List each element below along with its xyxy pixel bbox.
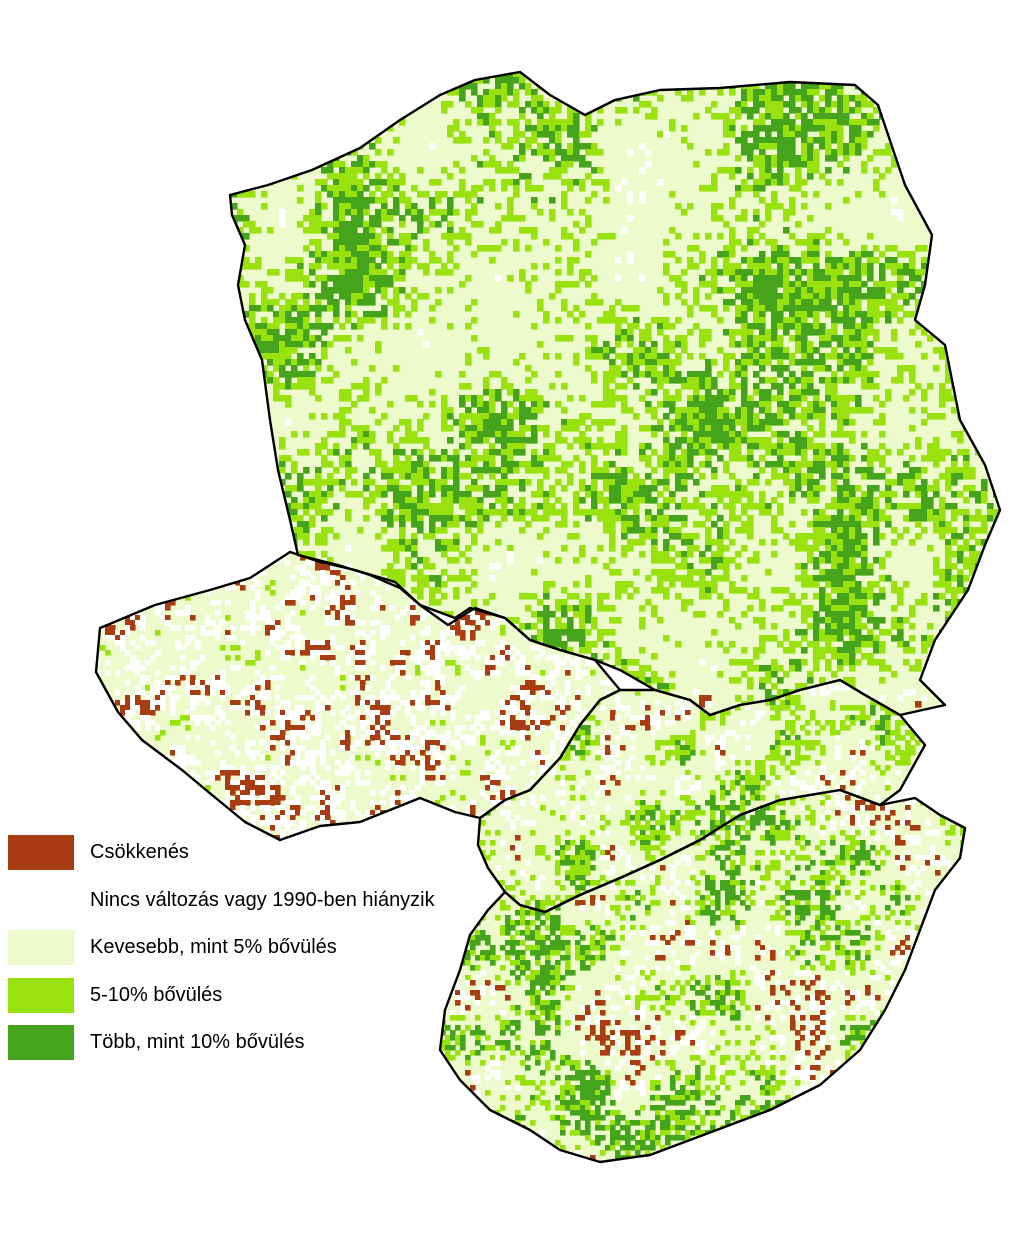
legend-label: 5-10% bővülés	[90, 983, 223, 1006]
legend-item-more-than-10: Több, mint 10% bővülés	[8, 1022, 528, 1070]
legend-swatch	[8, 977, 74, 1013]
legend-label: Csökkenés	[90, 841, 189, 863]
legend-item-decrease: Csökkenés	[8, 832, 528, 880]
legend-item-no-change: Nincs változás vagy 1990-ben hiányzik	[8, 880, 528, 928]
legend-label: Több, mint 10% bővülés	[90, 1031, 305, 1053]
legend-item-5-to-10: 5-10% bővülés	[8, 975, 528, 1023]
legend-swatch	[8, 930, 74, 965]
legend-swatch	[8, 835, 74, 870]
legend-item-less-than-5: Kevesebb, mint 5% bővülés	[8, 927, 528, 975]
legend-label: Kevesebb, mint 5% bővülés	[90, 936, 337, 958]
legend: Csökkenés Nincs változás vagy 1990-ben h…	[8, 832, 528, 1070]
legend-swatch	[8, 1025, 74, 1060]
legend-swatch	[8, 882, 74, 918]
legend-label: Nincs változás vagy 1990-ben hiányzik	[90, 888, 435, 911]
